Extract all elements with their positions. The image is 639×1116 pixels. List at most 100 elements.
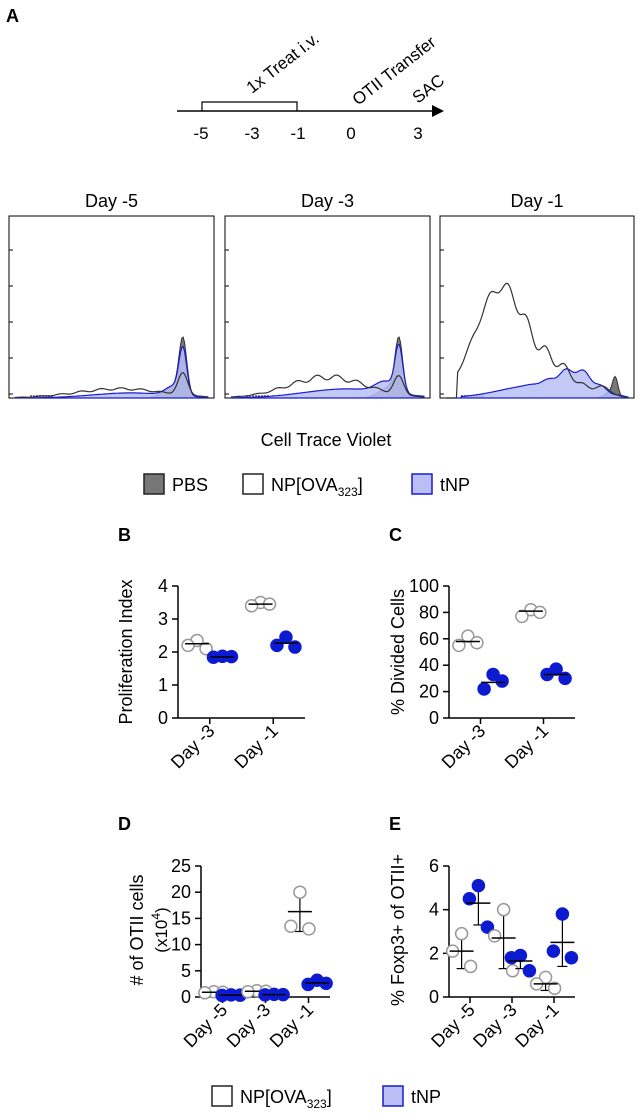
- x-tick-label: Day -1: [266, 1000, 318, 1052]
- data-point-np: [454, 926, 469, 941]
- legend-top: PBS NP[OVA323] tNP: [143, 473, 470, 499]
- timeline-tick: 0: [346, 124, 355, 143]
- legend-swatch-np: [211, 1085, 233, 1107]
- timeline-tick: -1: [290, 124, 305, 143]
- y-tick-label: 0: [158, 708, 168, 728]
- panel-label-d: D: [118, 814, 131, 834]
- y-tick-label: 2: [429, 943, 439, 963]
- x-tick-label: Day -3: [438, 721, 490, 773]
- legend-label-tnp: tNP: [411, 1087, 441, 1107]
- x-tick-label: Day -3: [469, 1000, 521, 1052]
- y-tick-label: 0: [429, 987, 439, 1007]
- y-tick-label: 80: [419, 602, 439, 622]
- x-tick-label: Day -1: [501, 721, 553, 773]
- data-point-tnp: [495, 674, 509, 688]
- data-point-np: [547, 981, 562, 996]
- x-tick-label: Day -3: [223, 1000, 275, 1052]
- data-point-np: [293, 885, 307, 899]
- histograms: Day -5 Day -3 Day -1: [8, 191, 635, 399]
- y-tick-label: 0: [181, 987, 191, 1007]
- legend-label-np: NP[OVA323]: [271, 475, 363, 499]
- sac-label: SAC: [409, 71, 448, 108]
- histogram-series-np: [14, 372, 209, 399]
- x-tick-label: Day -5: [180, 1000, 232, 1052]
- y-tick-label: 10: [171, 935, 191, 955]
- histogram-panel: Day -1: [439, 191, 635, 399]
- y-tick-label: 20: [171, 882, 191, 902]
- y-tick-label: 20: [419, 682, 439, 702]
- treat-bracket: [201, 101, 298, 111]
- data-point-np: [284, 919, 298, 934]
- x-tick-label: Day -3: [167, 721, 219, 773]
- y-tick-label: 4: [429, 900, 439, 920]
- y-tick-label: 15: [171, 908, 191, 928]
- legend-swatch-np: [242, 473, 264, 495]
- histogram-series-tnp: [14, 345, 209, 399]
- data-point-np: [452, 638, 466, 653]
- timeline-tick: -5: [193, 124, 208, 143]
- units-end: ): [152, 907, 171, 913]
- y-tick-label: 1: [158, 675, 168, 695]
- data-point-np: [302, 922, 316, 936]
- data-point-tnp: [564, 950, 579, 965]
- histogram-series-tnp: [446, 368, 629, 399]
- histogram-title: Day -1: [510, 191, 563, 211]
- timeline-tick: 3: [413, 124, 422, 143]
- y-tick-label: 60: [419, 629, 439, 649]
- data-point-tnp: [288, 640, 302, 654]
- data-point-tnp: [486, 667, 500, 682]
- data-point-tnp: [546, 944, 561, 958]
- data-point-np: [505, 964, 520, 978]
- panel-label-a: A: [6, 6, 19, 26]
- histogram-xlabel: Cell Trace Violet: [261, 430, 392, 450]
- treat-label: 1x Treat i.v.: [243, 29, 323, 97]
- legend-swatch-pbs: [143, 473, 165, 495]
- data-point-tnp: [555, 907, 570, 921]
- y-axis-label-units: (x104): [149, 907, 171, 952]
- y-axis-label: % Foxp3+ of OTII+: [388, 854, 408, 1006]
- timeline-arrowhead: [432, 105, 444, 117]
- panel-label-b: B: [118, 525, 131, 545]
- data-point-tnp: [504, 950, 519, 965]
- data-point-tnp: [301, 977, 315, 992]
- histogram-series-np: [446, 282, 629, 399]
- data-point-np: [533, 605, 547, 620]
- timeline: 1x Treat i.v. OTII Transfer SAC -5 -3 -1…: [177, 29, 448, 143]
- histogram-panel: Day -5: [8, 191, 215, 399]
- y-tick-label: 6: [429, 856, 439, 876]
- y-tick-label: 5: [181, 961, 191, 981]
- data-point-tnp: [462, 892, 477, 906]
- y-tick-label: 4: [158, 576, 168, 596]
- histogram-title: Day -5: [85, 191, 138, 211]
- panel-label-c: C: [389, 525, 402, 545]
- timeline-tick: -3: [244, 124, 259, 143]
- data-point-np: [470, 636, 484, 650]
- data-point-tnp: [471, 878, 486, 893]
- data-point-np: [515, 609, 529, 624]
- panel-label-e: E: [389, 814, 401, 834]
- data-point-np: [199, 641, 213, 656]
- data-point-tnp: [477, 682, 491, 696]
- x-tick-label: Day -1: [511, 1000, 563, 1052]
- histogram-series-np: [230, 374, 425, 398]
- data-point-np: [181, 638, 195, 653]
- legend-swatch-tnp: [411, 473, 433, 495]
- data-point-np: [244, 599, 259, 613]
- legend-label-tnp: tNP: [440, 475, 470, 495]
- legend-label-pbs: PBS: [172, 475, 208, 495]
- y-axis-label: % Divided Cells: [388, 589, 408, 715]
- y-tick-label: 25: [171, 856, 191, 876]
- legend-label-np: NP[OVA323]: [240, 1087, 332, 1111]
- scatter-panel: 0 20 40 60 80 100% Divided Cells Day -3 Day -1: [388, 576, 575, 772]
- y-tick-label: 0: [429, 708, 439, 728]
- data-point-tnp: [522, 964, 537, 978]
- y-axis-label: Proliferation Index: [116, 579, 136, 724]
- data-point-tnp: [558, 671, 572, 686]
- data-point-np: [496, 902, 511, 917]
- y-tick-label: 2: [158, 642, 168, 662]
- x-tick-label: Day -1: [230, 721, 282, 773]
- y-axis-label: # of OTII cells: [127, 874, 147, 985]
